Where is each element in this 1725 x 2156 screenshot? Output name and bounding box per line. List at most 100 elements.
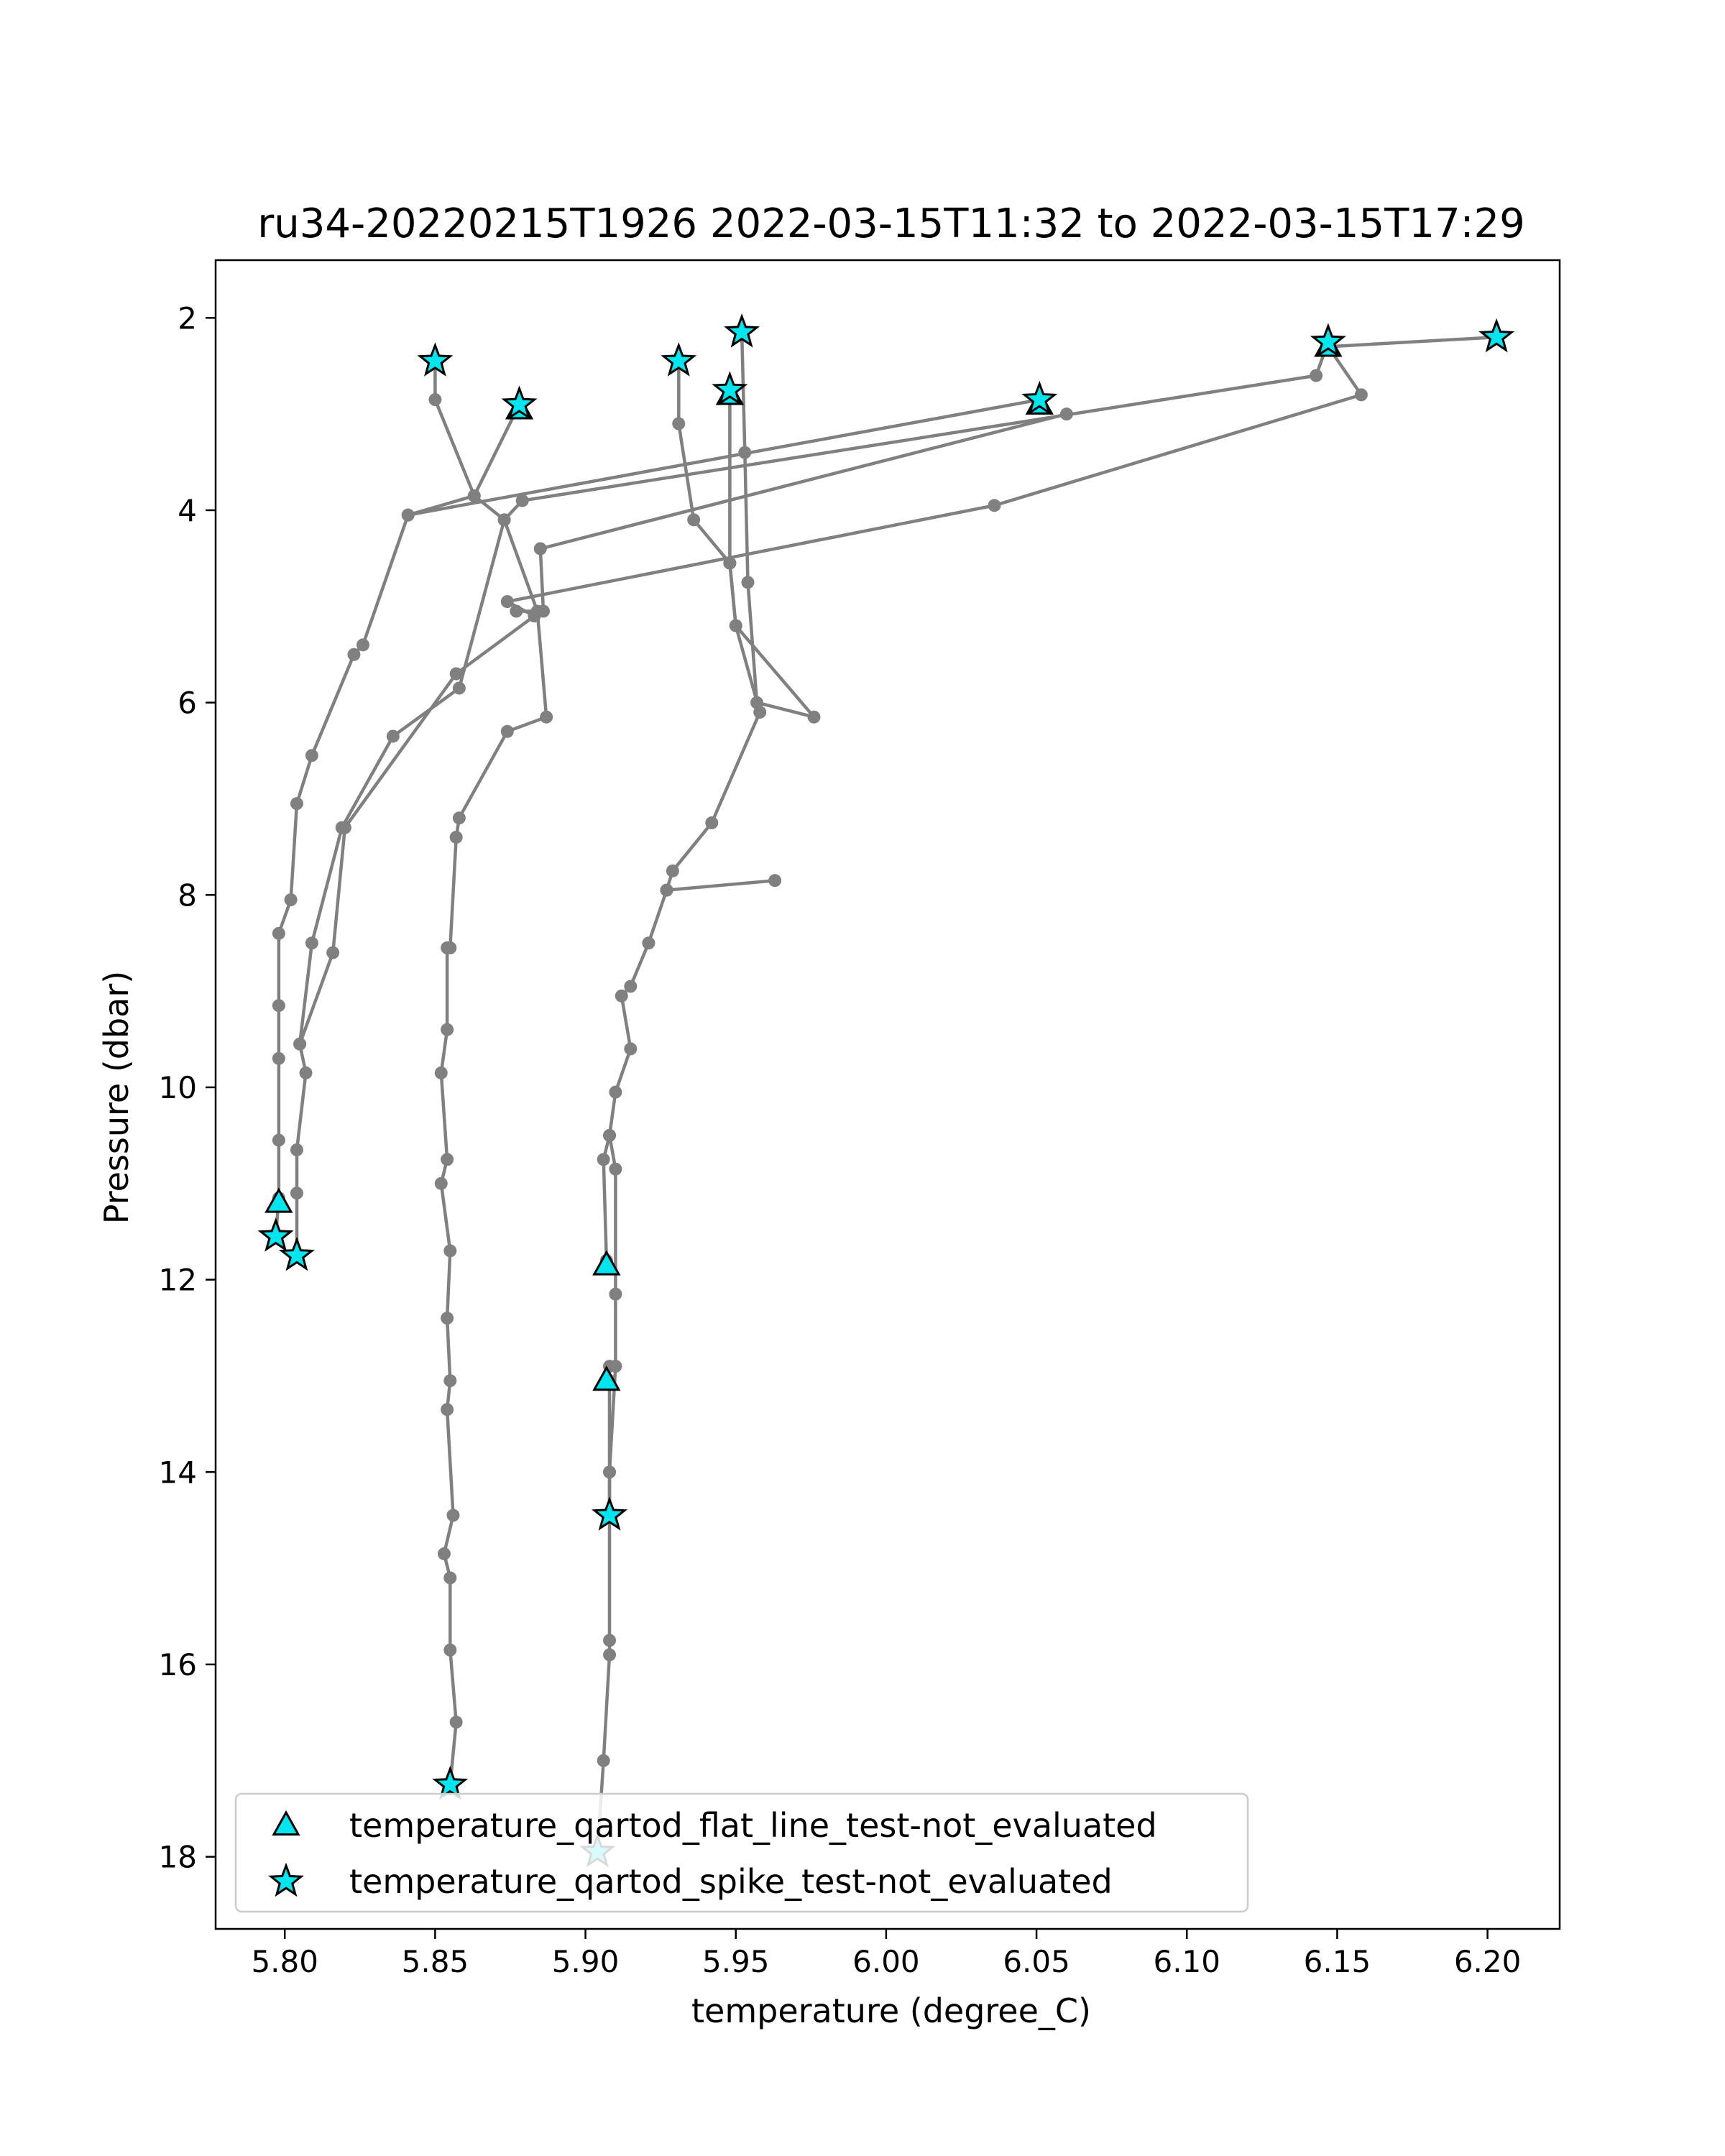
data-point: [687, 513, 701, 527]
data-point: [705, 816, 719, 829]
data-point: [441, 1403, 454, 1416]
data-point: [597, 1153, 610, 1166]
x-tick-label: 6.00: [852, 1944, 920, 1979]
flat-line-marker: [592, 1365, 621, 1391]
plot-frame: [214, 259, 1561, 1930]
y-tick-label: 12: [159, 1263, 197, 1298]
data-point: [750, 696, 764, 709]
spike-marker: [724, 313, 760, 348]
data-point: [272, 999, 285, 1013]
x-tick-label: 6.15: [1304, 1944, 1371, 1979]
data-point: [729, 619, 742, 632]
data-point: [434, 1176, 448, 1190]
spike-marker: [278, 1236, 315, 1271]
spike-marker: [661, 342, 697, 377]
y-tick-label: 18: [159, 1840, 197, 1875]
data-layer: [257, 313, 1515, 1868]
data-point: [272, 926, 285, 940]
data-point: [449, 667, 463, 681]
data-point: [305, 749, 318, 763]
data-point: [293, 1037, 307, 1051]
data-point: [443, 1374, 457, 1388]
spike-marker: [257, 1217, 294, 1252]
x-tick-label: 5.85: [402, 1944, 469, 1979]
y-tick-label: 6: [178, 686, 197, 721]
data-point: [666, 864, 679, 877]
data-point: [452, 681, 466, 695]
flat-line-marker: [264, 1187, 293, 1213]
x-tick-label: 6.05: [1003, 1944, 1070, 1979]
data-point: [536, 604, 550, 618]
spike-marker: [432, 1766, 469, 1800]
x-tick-label: 5.90: [552, 1944, 620, 1979]
data-point: [437, 1547, 451, 1561]
spike-marker: [501, 385, 538, 420]
data-point: [356, 638, 369, 652]
spike-marker: [1478, 318, 1515, 353]
data-point: [434, 1066, 448, 1079]
y-tick-label: 14: [159, 1455, 197, 1490]
data-point: [615, 989, 628, 1003]
spike-marker: [1310, 323, 1346, 358]
data-point: [272, 1051, 285, 1065]
data-point: [603, 1128, 617, 1142]
chart-title: ru34-20220215T1926 2022-03-15T11:32 to 2…: [257, 201, 1524, 247]
data-point: [741, 576, 755, 589]
x-tick-label: 6.20: [1454, 1944, 1522, 1979]
data-point: [603, 1648, 617, 1662]
data-point: [305, 936, 318, 950]
data-point: [441, 941, 454, 954]
legend-label: temperature_qartod_flat_line_test-not_ev…: [349, 1806, 1157, 1845]
profile-line: [516, 412, 1067, 613]
x-axis-label: temperature (degree_C): [691, 1991, 1091, 2030]
data-point: [386, 729, 400, 743]
data-point: [515, 494, 529, 507]
data-point: [540, 710, 553, 724]
data-point: [603, 1634, 617, 1647]
data-point: [290, 1143, 303, 1156]
legend-label: temperature_qartod_spike_test-not_evalua…: [349, 1862, 1113, 1901]
plot-area: 5.80 5.85 5.90 5.95 6.00 6.05 6.10 6.15 6.20 2 4 6 8…: [159, 259, 1561, 1979]
profile-line: [408, 397, 1040, 517]
data-point: [609, 1162, 622, 1176]
spike-marker: [417, 342, 454, 377]
data-point: [624, 980, 638, 993]
data-point: [347, 648, 361, 661]
data-point: [290, 797, 303, 811]
x-tick-label: 6.10: [1153, 1944, 1220, 1979]
y-tick-label: 4: [178, 493, 197, 528]
y-tick-label: 2: [178, 300, 197, 336]
data-point: [500, 724, 514, 738]
data-point: [660, 883, 673, 897]
data-point: [441, 1312, 454, 1325]
legend-box: [234, 1792, 1249, 1913]
data-point: [603, 1465, 617, 1479]
data-point: [401, 508, 415, 522]
profile-line: [728, 332, 816, 719]
spike-marker: [592, 1496, 628, 1531]
profile-line: [274, 403, 521, 1237]
x-tick-label: 5.95: [702, 1944, 770, 1979]
data-point: [533, 542, 547, 556]
data-point: [443, 1571, 457, 1585]
y-tick-label: 10: [159, 1070, 197, 1105]
y-tick-label: 16: [159, 1647, 197, 1682]
data-point: [500, 595, 514, 609]
legend: temperature_qartod_flat_line_test-not_ev…: [234, 1792, 1249, 1913]
data-point: [497, 513, 511, 527]
data-point: [1059, 407, 1073, 421]
data-point: [1310, 369, 1323, 382]
legend-star-icon: [268, 1862, 304, 1897]
data-point: [443, 1244, 457, 1258]
data-point: [299, 1066, 313, 1079]
data-point: [768, 874, 782, 888]
data-point: [446, 1508, 460, 1522]
data-point: [510, 604, 523, 618]
data-point: [1354, 388, 1368, 402]
data-point: [467, 489, 481, 502]
data-point: [642, 936, 656, 950]
data-point: [284, 893, 298, 906]
data-point: [441, 1023, 454, 1036]
